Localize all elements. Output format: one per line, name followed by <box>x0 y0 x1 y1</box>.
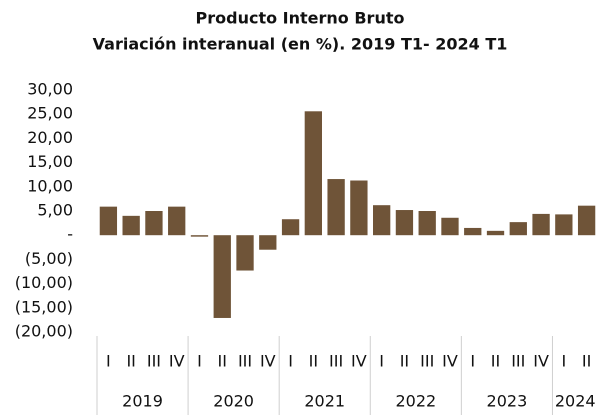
x-tick-label: IV <box>351 352 367 371</box>
y-tick-label: (10,00) <box>15 273 73 292</box>
bar <box>464 227 482 236</box>
bar <box>99 206 118 236</box>
bar <box>122 215 140 236</box>
year-label: 2021 <box>304 392 345 411</box>
x-tick-label: III <box>147 352 161 371</box>
year-label: 2024 <box>555 392 596 411</box>
x-tick-label: IV <box>442 352 458 371</box>
bar <box>555 214 573 236</box>
bar <box>168 206 186 236</box>
x-tick-label: I <box>561 352 566 371</box>
x-tick-label: I <box>197 352 202 371</box>
bar <box>213 235 231 318</box>
x-tick-label: IV <box>260 352 276 371</box>
x-tick-label: II <box>309 352 318 371</box>
bar <box>304 111 322 236</box>
bar <box>486 230 505 236</box>
bar <box>145 211 163 236</box>
y-tick-label: (15,00) <box>15 297 73 316</box>
x-tick-label: III <box>420 352 434 371</box>
chart-title: Producto Interno Bruto <box>196 9 405 28</box>
y-tick-label: (20,00) <box>15 322 73 341</box>
y-tick-label: 15,00 <box>27 152 73 171</box>
bar <box>190 235 209 237</box>
bar <box>441 217 459 236</box>
y-tick-label: - <box>67 225 73 244</box>
y-tick-label: 25,00 <box>27 104 73 123</box>
x-tick-label: III <box>329 352 343 371</box>
x-tick-label: IV <box>533 352 549 371</box>
x-tick-label: I <box>470 352 475 371</box>
y-tick-label: 20,00 <box>27 128 73 147</box>
bar <box>281 219 300 236</box>
year-label: 2022 <box>395 392 436 411</box>
y-tick-label: 10,00 <box>27 176 73 195</box>
y-tick-label: (5,00) <box>25 249 73 268</box>
year-label: 2023 <box>487 392 528 411</box>
bar <box>395 210 414 236</box>
x-tick-label: III <box>238 352 252 371</box>
y-tick-label: 5,00 <box>37 201 73 220</box>
x-tick-label: II <box>126 352 135 371</box>
x-tick-label: II <box>582 352 591 371</box>
bar <box>350 180 368 236</box>
x-tick-label: I <box>379 352 384 371</box>
bar <box>509 222 527 236</box>
bar <box>532 213 550 236</box>
bar <box>236 235 254 271</box>
x-tick-label: II <box>400 352 409 371</box>
bar <box>373 205 391 236</box>
x-tick-label: II <box>491 352 500 371</box>
x-tick-label: II <box>218 352 227 371</box>
bar <box>259 235 277 250</box>
x-tick-label: III <box>511 352 525 371</box>
x-tick-label: IV <box>169 352 185 371</box>
year-label: 2020 <box>213 392 254 411</box>
chart-subtitle: Variación interanual (en %). 2019 T1- 20… <box>93 35 508 54</box>
x-tick-label: I <box>288 352 293 371</box>
bar <box>418 211 436 236</box>
x-tick-label: I <box>106 352 111 371</box>
year-label: 2019 <box>122 392 163 411</box>
bar <box>327 179 345 236</box>
bar <box>577 205 596 236</box>
y-tick-label: 30,00 <box>27 80 73 99</box>
